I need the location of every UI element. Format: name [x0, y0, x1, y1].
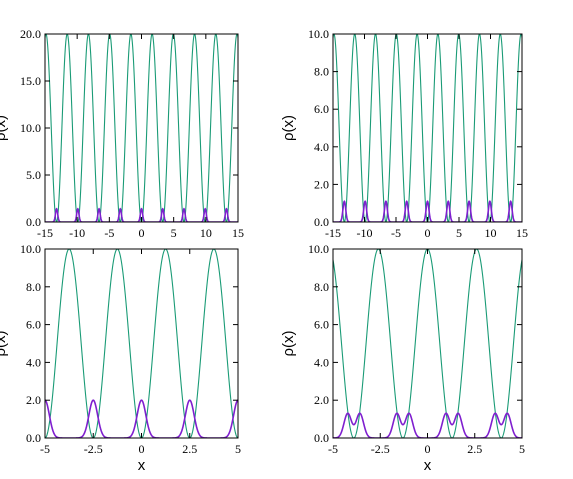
y-tick-label: 5.0: [26, 168, 41, 182]
x-tick-label: -10: [69, 226, 85, 240]
x-tick-label: 5: [519, 442, 525, 456]
y-tick-label: 4.0: [314, 140, 329, 154]
x-tick-label: -5: [391, 226, 401, 240]
y-tick-label: 4.0: [26, 355, 41, 369]
x-tick-label: 0: [425, 442, 431, 456]
x-tick-label: 2.5: [467, 442, 482, 456]
y-tick-label: 10.0: [308, 27, 329, 41]
y-tick-label: 10.0: [20, 121, 41, 135]
x-tick-label: 0: [425, 226, 431, 240]
panel-bottom-right: -5 -2.5 0 2.5 5 0.0 2.0 4.0 6.0 8.0 10.0 ρ(x) x: [280, 242, 525, 474]
y-tick-label: 8.0: [314, 280, 329, 294]
x-tick-label: -2.5: [84, 442, 103, 456]
y-tick-label: 0.0: [314, 431, 329, 445]
x-axis-label: x: [138, 457, 146, 474]
x-tick-label: 5: [235, 442, 241, 456]
y-tick-label: 2.0: [26, 393, 41, 407]
x-tick-label: 5: [456, 226, 462, 240]
plot-frame: [332, 248, 523, 439]
x-tick-label: -15: [37, 226, 53, 240]
x-tick-label: -2.5: [371, 442, 390, 456]
x-tick-label: 0: [139, 442, 145, 456]
y-tick-label: 0.0: [26, 431, 41, 445]
x-tick-label: 0: [139, 226, 145, 240]
x-tick-label: 15: [516, 226, 528, 240]
y-tick-label: 10.0: [308, 242, 329, 256]
x-tick-label: 15: [232, 226, 244, 240]
y-tick-label: 15.0: [20, 74, 41, 88]
potential-curve: [333, 34, 522, 222]
x-tick-label: -5: [40, 442, 50, 456]
y-tick-label: 8.0: [314, 65, 329, 79]
panel-top-right: -15 -10 -5 0 5 10 15 0.0 2.0 4.0 6.0 8.0 10.0 ρ(x): [280, 27, 528, 240]
x-tick-label: 5: [171, 226, 177, 240]
x-tick-label: 10: [485, 226, 497, 240]
potential-curve: [45, 249, 238, 438]
x-tick-label: -10: [357, 226, 373, 240]
potential-curve: [45, 34, 238, 222]
plot-frame: [44, 248, 239, 439]
y-axis-label: ρ(x): [280, 330, 297, 356]
density-curve: [45, 207, 238, 222]
x-tick-label: -15: [325, 226, 341, 240]
y-tick-label: 6.0: [314, 318, 329, 332]
potential-curve: [333, 249, 522, 438]
y-tick-label: 0.0: [314, 215, 329, 229]
y-tick-label: 20.0: [20, 27, 41, 41]
density-curve: [45, 399, 238, 438]
x-tick-label: 2.5: [182, 442, 197, 456]
y-tick-label: 2.0: [314, 393, 329, 407]
panel-top-left: -15 -10 -5 0 5 10 15 0.0 5.0 10.0 15.0 20.0 ρ(x): [0, 27, 244, 240]
y-tick-label: 2.0: [314, 177, 329, 191]
x-axis-label: x: [424, 457, 432, 474]
y-tick-label: 0.0: [26, 215, 41, 229]
y-tick-label: 8.0: [26, 280, 41, 294]
x-tick-label: -5: [104, 226, 114, 240]
plot-frame: [44, 33, 239, 223]
y-tick-label: 4.0: [314, 355, 329, 369]
panel-bottom-left: -5 -2.5 0 2.5 5 0.0 2.0 4.0 6.0 8.0 10.0 ρ(x) x: [0, 242, 241, 474]
y-tick-label: 6.0: [26, 318, 41, 332]
x-tick-label: 10: [200, 226, 212, 240]
y-tick-label: 6.0: [314, 102, 329, 116]
density-curve: [333, 200, 522, 222]
y-axis-label: ρ(x): [0, 115, 9, 141]
x-tick-label: -5: [328, 442, 338, 456]
y-axis-label: ρ(x): [0, 330, 9, 356]
plot-frame: [332, 33, 523, 223]
y-axis-label: ρ(x): [280, 115, 297, 141]
density-curve: [333, 412, 522, 438]
y-tick-label: 10.0: [20, 242, 41, 256]
